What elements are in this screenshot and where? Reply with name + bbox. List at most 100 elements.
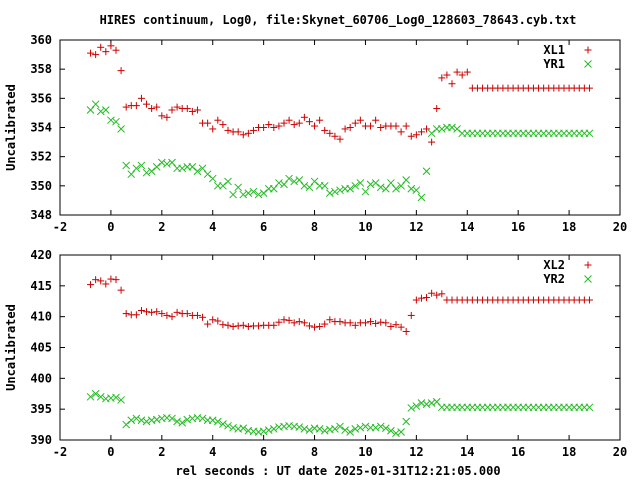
- data-point: [102, 280, 110, 288]
- data-point: [300, 425, 309, 433]
- plot-frame: [59, 39, 621, 216]
- data-point: [132, 102, 140, 110]
- data-point: [117, 125, 125, 133]
- data-point: [158, 112, 166, 120]
- data-point: [158, 310, 166, 318]
- data-point: [295, 423, 304, 431]
- data-point: [239, 424, 248, 433]
- x-tick-label: 10: [358, 220, 372, 234]
- data-point: [376, 183, 385, 192]
- x-tick-label: 8: [311, 220, 318, 234]
- data-point: [163, 160, 171, 168]
- data-point: [96, 107, 105, 116]
- x-tick-label: 18: [562, 445, 576, 459]
- x-tick-label: 16: [511, 220, 525, 234]
- data-point: [153, 103, 161, 111]
- data-point: [148, 308, 156, 316]
- data-point: [433, 105, 441, 113]
- data-point: [219, 321, 227, 329]
- data-point: [311, 323, 319, 331]
- data-point: [244, 189, 253, 197]
- data-point: [428, 138, 436, 146]
- data-point: [275, 318, 283, 326]
- data-point: [112, 276, 120, 284]
- data-point: [331, 132, 339, 140]
- data-point: [387, 179, 395, 187]
- data-point: [86, 106, 95, 114]
- data-point: [153, 308, 161, 316]
- data-point: [331, 187, 339, 196]
- data-point: [397, 128, 405, 136]
- data-point: [326, 129, 334, 137]
- y-tick-label: 360: [30, 33, 52, 47]
- data-point: [433, 291, 441, 299]
- data-point: [122, 103, 130, 111]
- data-point: [173, 103, 181, 111]
- data-point: [209, 316, 217, 324]
- bottom-panel: -2 0 2 4 6 8 10 12 14 16 18 20 390 395 400 405 410 415 420…: [4, 248, 627, 459]
- data-point: [213, 417, 222, 426]
- data-point: [320, 181, 329, 190]
- data-point: [86, 392, 95, 401]
- data-point: [239, 131, 247, 139]
- data-point: [585, 403, 594, 412]
- data-point: [397, 323, 405, 331]
- data-point: [423, 294, 431, 302]
- data-point: [224, 126, 232, 134]
- data-point: [310, 177, 319, 186]
- data-point: [137, 94, 145, 102]
- series-yr1: [86, 100, 594, 202]
- data-point: [392, 184, 400, 193]
- data-point: [193, 106, 201, 114]
- data-point: [255, 322, 263, 330]
- data-point: [443, 71, 451, 79]
- data-point: [316, 323, 324, 331]
- data-point: [229, 190, 237, 199]
- legend-marker: [584, 261, 592, 269]
- data-point: [91, 100, 100, 109]
- data-point: [224, 321, 232, 329]
- data-point: [122, 310, 130, 318]
- data-point: [453, 68, 461, 76]
- data-point: [346, 319, 354, 327]
- data-point: [102, 48, 110, 56]
- data-point: [142, 417, 151, 426]
- data-point: [336, 318, 344, 326]
- data-point: [178, 418, 187, 427]
- data-point: [346, 184, 355, 193]
- data-point: [132, 311, 140, 319]
- data-point: [290, 177, 299, 186]
- data-point: [346, 124, 354, 131]
- data-point: [290, 319, 298, 327]
- data-point: [372, 319, 380, 327]
- data-point: [290, 121, 298, 129]
- data-point: [229, 423, 237, 432]
- legend-marker: [584, 275, 592, 283]
- y-tick-label: 405: [30, 341, 52, 355]
- data-point: [254, 190, 263, 199]
- data-point: [97, 43, 105, 51]
- x-tick-label: 4: [209, 445, 216, 459]
- data-point: [239, 321, 247, 329]
- data-point: [117, 286, 125, 294]
- y-tick-label: 415: [30, 279, 52, 293]
- data-point: [280, 119, 288, 127]
- data-point: [157, 158, 166, 167]
- data-point: [356, 116, 364, 124]
- x-axis-label: rel seconds : UT date 2025-01-31T12:21:0…: [175, 464, 500, 478]
- data-point: [437, 125, 446, 133]
- data-point: [361, 422, 370, 431]
- data-point: [438, 290, 446, 298]
- data-point: [585, 296, 593, 304]
- y-tick-label: 395: [30, 402, 52, 416]
- data-point: [377, 318, 385, 326]
- data-point: [305, 118, 313, 126]
- data-point: [422, 400, 431, 409]
- x-tick-label: -2: [53, 445, 67, 459]
- data-point: [173, 417, 181, 426]
- data-point: [249, 126, 257, 134]
- data-point: [143, 100, 151, 108]
- data-point: [422, 167, 431, 176]
- data-point: [463, 68, 471, 76]
